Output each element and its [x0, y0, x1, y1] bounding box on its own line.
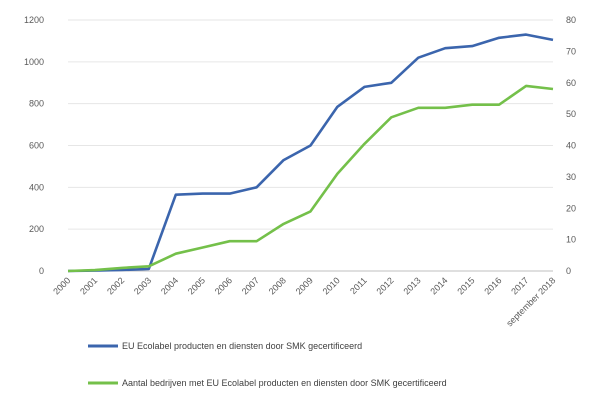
x-tick-label: 2000	[51, 275, 72, 296]
left-tick-label: 800	[29, 99, 44, 109]
left-tick-label: 1200	[24, 15, 44, 25]
x-tick-label: 2006	[213, 275, 234, 296]
right-tick-label: 80	[566, 15, 576, 25]
right-tick-label: 60	[566, 78, 576, 88]
x-tick-label: 2009	[294, 275, 315, 296]
x-tick-label: 2011	[348, 275, 369, 296]
left-tick-label: 200	[29, 224, 44, 234]
right-tick-label: 30	[566, 172, 576, 182]
right-tick-label: 50	[566, 109, 576, 119]
x-tick-label: 2008	[267, 275, 288, 296]
legend: EU Ecolabel producten en diensten door S…	[88, 341, 447, 388]
series-lines	[67, 33, 554, 273]
x-tick-label: 2015	[455, 275, 476, 296]
x-tick-label: 2001	[78, 275, 99, 296]
x-axis-ticks: 2000 2001 2002 2003 2004 2005 2006 2007 2008 2009…	[51, 275, 557, 328]
left-axis-ticks: 0 200 400 600 800 1000 1200	[24, 15, 44, 276]
left-tick-label: 400	[29, 182, 44, 192]
x-tick-label: september 2018	[504, 275, 557, 328]
right-axis-ticks: 0 10 20 30 40 50 60 70 80	[566, 15, 576, 276]
x-tick-label: 2010	[321, 275, 342, 296]
series-line-2	[67, 84, 554, 273]
legend-label-series-1: EU Ecolabel producten en diensten door S…	[122, 341, 362, 351]
x-tick-label: 2004	[159, 275, 180, 296]
series-line-1	[67, 33, 554, 273]
left-tick-label: 0	[39, 266, 44, 276]
right-tick-label: 0	[566, 266, 571, 276]
x-tick-label: 2005	[186, 275, 207, 296]
legend-label-series-2: Aantal bedrijven met EU Ecolabel product…	[122, 378, 447, 388]
x-tick-label: 2016	[482, 275, 503, 296]
x-tick-label: 2007	[240, 275, 261, 296]
x-tick-label: 2013	[401, 275, 422, 296]
x-tick-label: 2003	[132, 275, 153, 296]
x-tick-label: 2002	[105, 275, 126, 296]
left-tick-label: 600	[29, 141, 44, 151]
x-tick-label: 2017	[509, 275, 530, 296]
x-tick-label: 2012	[375, 275, 396, 296]
right-tick-label: 20	[566, 203, 576, 213]
left-tick-label: 1000	[24, 57, 44, 67]
right-tick-label: 70	[566, 46, 576, 56]
right-tick-label: 40	[566, 141, 576, 151]
gridlines	[68, 19, 553, 272]
x-tick-label: 2014	[428, 275, 449, 296]
right-tick-label: 10	[566, 235, 576, 245]
